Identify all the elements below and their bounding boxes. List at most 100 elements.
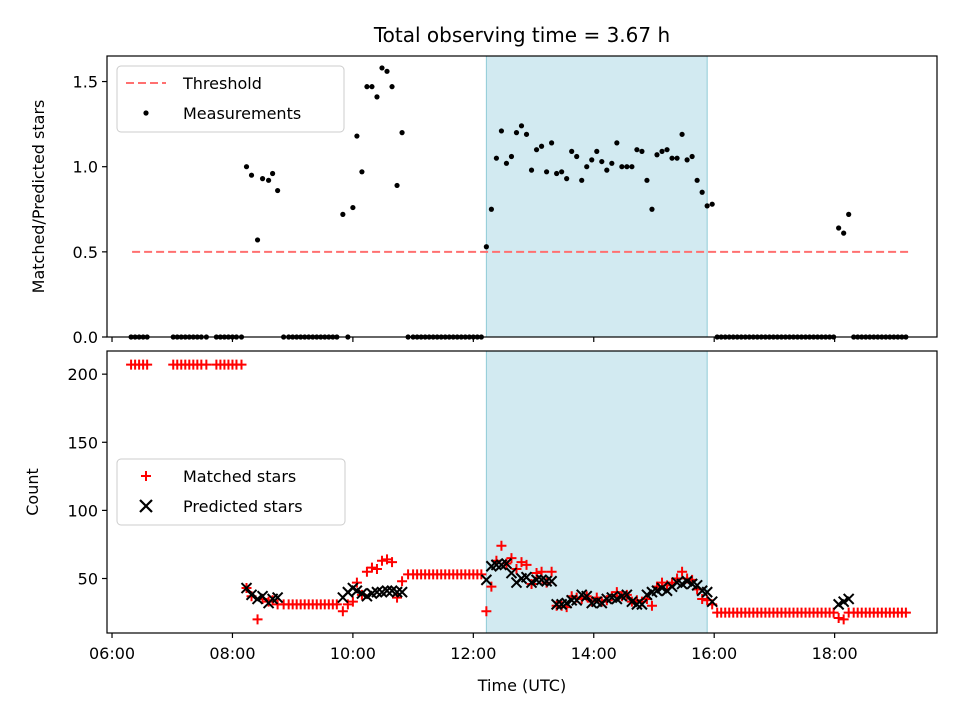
data-point <box>604 167 610 173</box>
data-point <box>528 167 535 173</box>
data-point <box>351 577 362 588</box>
data-point <box>581 590 593 602</box>
data-point <box>506 553 517 564</box>
data-point <box>589 157 595 163</box>
data-point <box>391 586 403 598</box>
data-point <box>521 559 532 570</box>
data-point <box>523 131 530 137</box>
data-point <box>559 169 565 175</box>
data-point <box>842 593 855 605</box>
data-point <box>599 158 605 165</box>
legend-box <box>116 65 345 133</box>
x-tick-label: 14:00 <box>571 644 617 663</box>
data-point <box>569 148 575 154</box>
data-point <box>624 164 630 170</box>
data-point <box>397 576 408 587</box>
data-point <box>594 148 600 154</box>
data-point <box>342 599 353 610</box>
data-point <box>275 187 281 194</box>
data-point <box>846 211 852 217</box>
data-point <box>240 582 253 594</box>
data-point <box>271 591 284 604</box>
data-point <box>646 600 657 611</box>
x-tick-label: 16:00 <box>691 644 737 663</box>
data-point <box>554 170 560 177</box>
data-point <box>540 575 553 587</box>
y-tick-label: 1.0 <box>73 158 98 177</box>
data-point <box>476 569 487 580</box>
data-point <box>392 592 403 603</box>
data-point <box>621 589 633 601</box>
legend-swatch <box>139 499 153 513</box>
axes-frame <box>106 350 938 634</box>
data-point <box>252 614 263 625</box>
data-point <box>371 586 383 598</box>
data-point <box>508 153 515 160</box>
data-point <box>493 155 500 161</box>
data-point <box>549 140 555 146</box>
data-point <box>331 599 342 610</box>
data-point <box>399 130 405 136</box>
legend-swatch <box>143 110 149 116</box>
data-point <box>659 148 665 154</box>
data-point <box>490 559 503 571</box>
data-point <box>664 147 670 153</box>
data-point <box>533 147 540 153</box>
data-point <box>579 177 585 183</box>
legend-label: Matched stars <box>183 467 296 486</box>
legend-swatch <box>141 471 151 481</box>
y-tick-label: 150 <box>67 433 98 452</box>
data-point <box>243 164 250 170</box>
shaded-interval <box>485 350 708 634</box>
data-point <box>496 540 507 551</box>
chart-title: Total observing time = 3.67 h <box>373 23 670 47</box>
data-point <box>677 566 688 577</box>
data-point <box>631 598 643 611</box>
data-point <box>639 148 645 154</box>
data-point <box>371 563 382 574</box>
data-point <box>694 177 700 183</box>
data-point <box>530 574 543 586</box>
data-point <box>564 176 570 182</box>
data-point <box>396 586 408 598</box>
y-tick-label: 200 <box>67 365 98 384</box>
data-point <box>498 128 505 134</box>
data-point <box>366 562 377 573</box>
data-point <box>706 595 718 608</box>
data-point <box>259 176 266 182</box>
panel-counts: 50 100 150 200 06:00 08:00 10:00 12:00 14:00 16:0… <box>23 350 938 663</box>
data-point <box>483 244 489 250</box>
data-point <box>674 155 680 161</box>
data-point <box>359 169 365 175</box>
data-point <box>699 189 705 195</box>
y-tick-label: 0.0 <box>73 328 98 347</box>
y-tick-label: 1.5 <box>73 73 98 92</box>
legend-label: Threshold <box>182 74 262 93</box>
data-point <box>347 596 358 607</box>
data-point <box>513 130 520 136</box>
data-point <box>545 575 558 587</box>
series-predicted-stars <box>240 557 855 611</box>
x-tick-label: 08:00 <box>209 644 255 663</box>
x-tick-label: 18:00 <box>812 644 858 663</box>
data-point <box>550 598 563 611</box>
data-point <box>565 594 578 607</box>
data-point <box>709 201 715 207</box>
data-point <box>649 206 655 212</box>
data-point <box>679 131 685 137</box>
data-point <box>900 607 911 618</box>
legend-box <box>116 458 346 526</box>
data-point <box>546 566 557 577</box>
data-point <box>364 84 370 90</box>
data-point <box>142 359 153 370</box>
data-point <box>619 164 625 170</box>
data-point <box>634 147 640 153</box>
data-point <box>531 568 542 579</box>
data-point <box>669 155 675 161</box>
x-tick-label: 12:00 <box>450 644 496 663</box>
data-point <box>505 567 518 579</box>
data-point <box>518 123 525 129</box>
data-point <box>836 225 842 231</box>
data-point <box>337 606 348 617</box>
x-axis-label: Time (UTC) <box>477 676 566 695</box>
